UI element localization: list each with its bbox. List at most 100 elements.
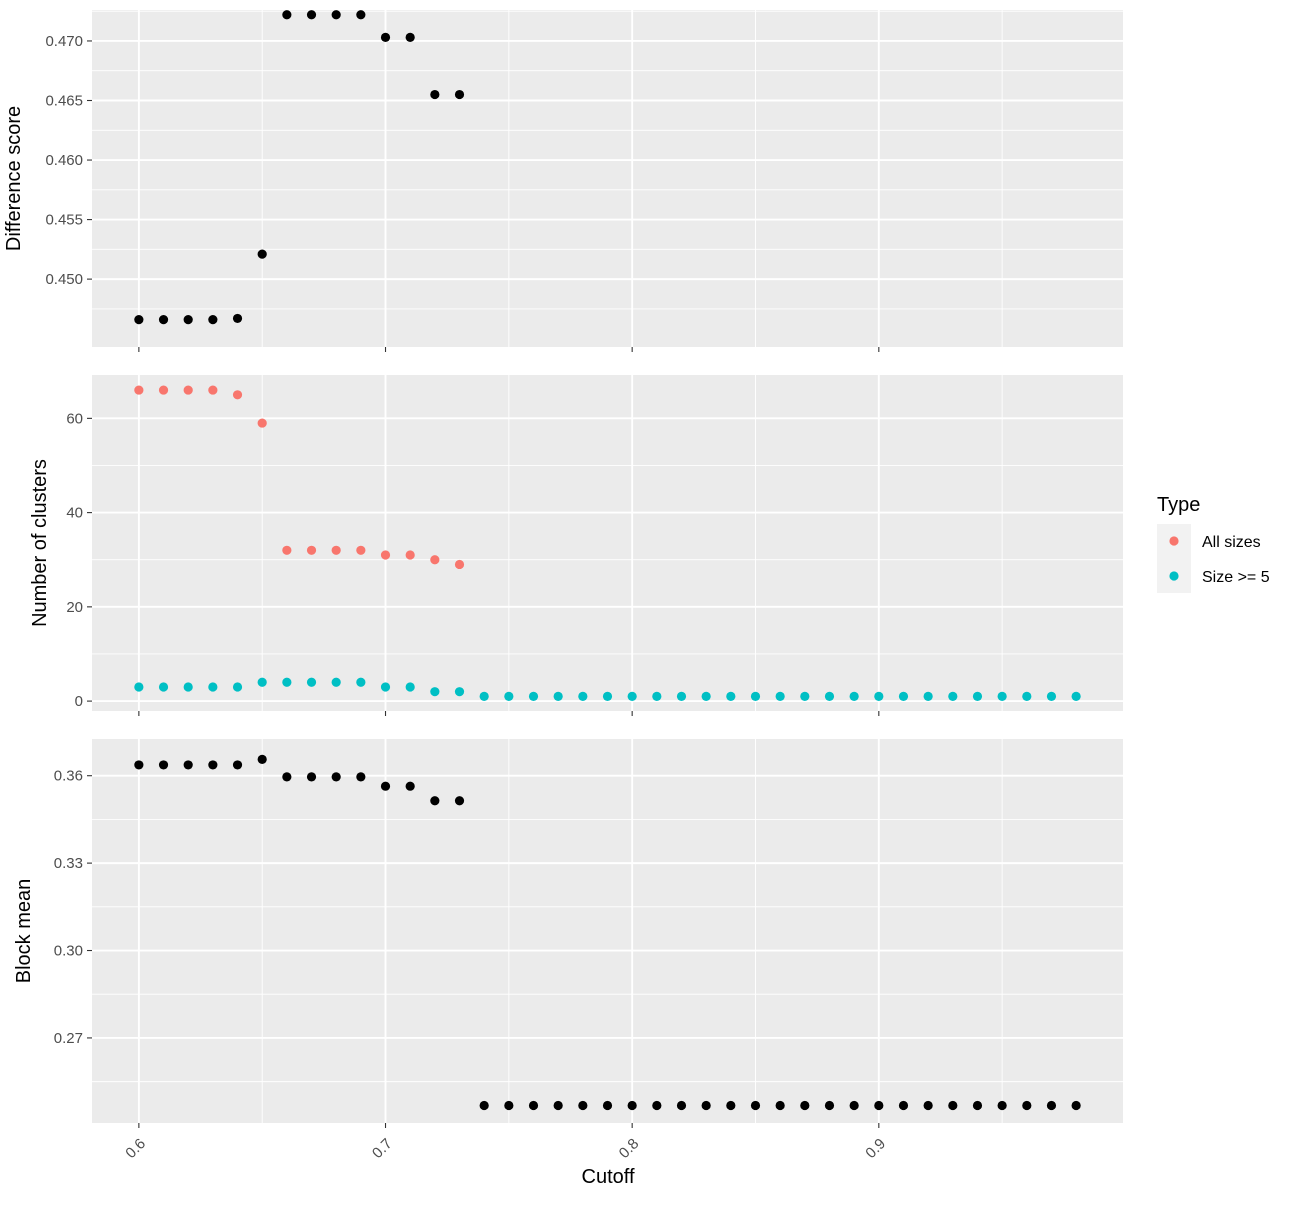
data-point: [232, 760, 243, 770]
data-point: [232, 313, 243, 324]
data-point: [898, 1100, 909, 1111]
data-point: [257, 677, 267, 687]
data-point: [750, 691, 761, 701]
data-point: [898, 691, 909, 701]
data-point: [306, 545, 317, 555]
data-point: [874, 691, 884, 701]
data-point: [454, 89, 465, 100]
data-point: [1071, 1100, 1081, 1111]
data-point: [134, 385, 144, 395]
panel-background: [92, 739, 1123, 1123]
y-tick-label: 0: [75, 693, 83, 710]
data-point: [208, 385, 218, 395]
y-axis-title-number-of-clusters: Number of clusters: [29, 459, 51, 627]
data-point: [356, 677, 366, 687]
data-point: [306, 10, 317, 20]
data-point: [602, 691, 613, 701]
data-point: [454, 796, 465, 806]
data-point: [479, 1100, 489, 1111]
data-point: [282, 677, 292, 687]
data-point: [528, 691, 539, 701]
y-tick-label: 0.465: [45, 93, 83, 110]
data-point: [356, 545, 366, 555]
series-all-sizes: [134, 385, 465, 570]
data-point: [380, 781, 391, 791]
legend-key-all-sizes: [1169, 536, 1179, 546]
y-tick-label: 0.455: [45, 212, 83, 229]
y-tick-label: 60: [66, 410, 83, 427]
legend-key-background: [1157, 524, 1191, 593]
data-point: [134, 315, 144, 325]
data-point: [134, 682, 144, 692]
data-point: [331, 772, 341, 782]
data-point: [800, 691, 810, 701]
data-point: [1046, 1100, 1057, 1111]
panel-difference-score: 0.450 0.455 0.460 0.465 0.470 Difference scor…: [3, 10, 1123, 352]
legend-title: Type: [1157, 494, 1200, 516]
data-point: [183, 760, 193, 770]
y-tick-label: 0.450: [45, 271, 83, 288]
data-point: [997, 1100, 1007, 1111]
data-point: [676, 691, 687, 701]
panels: 0.450 0.455 0.460 0.465 0.470 Difference scor…: [3, 10, 1123, 1162]
data-point: [232, 390, 243, 400]
data-point: [257, 249, 267, 259]
y-tick-label: 0.33: [54, 855, 83, 872]
data-point: [405, 550, 415, 560]
data-point: [849, 1100, 859, 1111]
data-point: [405, 32, 415, 42]
data-point: [356, 10, 366, 20]
data-point: [775, 691, 785, 701]
data-point: [775, 1100, 785, 1111]
x-tick-label: 0.6: [122, 1135, 149, 1162]
data-point: [627, 691, 637, 701]
data-point: [158, 315, 169, 325]
data-point: [158, 760, 169, 770]
data-point: [430, 89, 440, 100]
data-point: [923, 691, 933, 701]
data-point: [208, 682, 218, 692]
data-point: [553, 1100, 563, 1111]
data-point: [1022, 1100, 1032, 1111]
data-point: [183, 385, 193, 395]
data-point: [208, 760, 218, 770]
data-point: [158, 682, 169, 692]
data-point: [1071, 691, 1081, 701]
data-point: [454, 559, 465, 570]
data-point: [331, 677, 341, 687]
data-point: [183, 682, 193, 692]
data-point: [454, 687, 465, 697]
data-point: [306, 772, 317, 782]
data-point: [1046, 691, 1057, 701]
data-point: [800, 1100, 810, 1111]
y-axis-title-difference-score: Difference score: [3, 106, 25, 251]
data-point: [676, 1100, 687, 1111]
legend-label-size-ge-5: Size >= 5: [1202, 569, 1270, 586]
data-point: [972, 691, 983, 701]
data-point: [948, 1100, 958, 1111]
data-point: [331, 10, 341, 20]
data-point: [282, 545, 292, 555]
data-point: [331, 545, 341, 555]
data-point: [504, 691, 514, 701]
series-points: [134, 754, 1081, 1111]
data-point: [726, 691, 736, 701]
series-size-5: [134, 677, 1081, 701]
y-tick-label: 0.36: [54, 768, 83, 785]
data-point: [726, 1100, 736, 1111]
panel-background: [92, 10, 1123, 347]
data-point: [257, 418, 267, 428]
data-point: [750, 1100, 761, 1111]
legend-label-all-sizes: All sizes: [1202, 534, 1261, 551]
data-point: [528, 1100, 539, 1111]
data-point: [652, 1100, 662, 1111]
data-point: [405, 682, 415, 692]
y-tick-label: 20: [66, 599, 83, 616]
data-point: [602, 1100, 613, 1111]
data-point: [380, 550, 391, 560]
data-point: [479, 691, 489, 701]
data-point: [430, 687, 440, 697]
data-point: [627, 1100, 637, 1111]
y-tick-label: 0.460: [45, 152, 83, 169]
series-points: [134, 10, 465, 325]
